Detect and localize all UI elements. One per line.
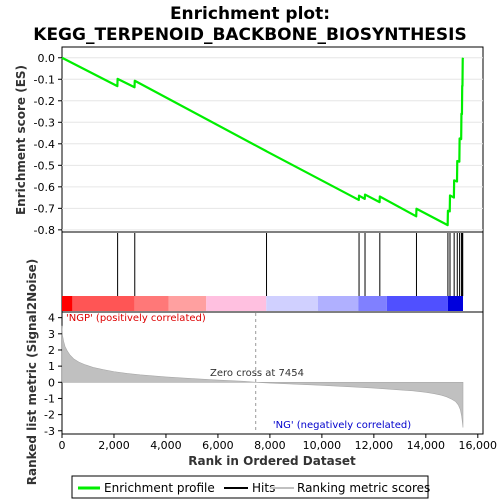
x-tick-label: 6,000 <box>202 439 234 452</box>
x-tick-label: 16,000 <box>459 439 498 452</box>
metric-y-tick-label: -2 <box>44 409 55 422</box>
enrichment-profile-series <box>61 56 465 227</box>
es-y-tick-label: -0.3 <box>34 116 55 129</box>
gradient-segment <box>447 296 463 311</box>
es-y-tick-label: 0.0 <box>38 52 56 65</box>
ranking-metric-area <box>61 325 464 428</box>
metric-y-axis-title: Ranked list metric (Signal2Noise) <box>25 259 39 486</box>
metric-y-tick-label: -1 <box>44 392 55 405</box>
es-y-tick-label: -0.7 <box>34 202 55 215</box>
metric-y-tick-label: 0 <box>48 376 55 389</box>
gradient-segment <box>134 296 169 311</box>
chart-title-line1: Enrichment plot: <box>170 4 330 24</box>
x-tick-label: 4,000 <box>150 439 182 452</box>
es-y-tick-label: -0.1 <box>34 73 55 86</box>
gradient-segment <box>266 296 318 311</box>
enrichment-profile-line <box>61 56 465 227</box>
legend-label-hits: Hits <box>252 481 275 495</box>
es-y-tick-label: -0.2 <box>34 95 55 108</box>
es-y-tick-label: -0.8 <box>34 224 55 237</box>
legend-frame <box>71 475 429 499</box>
es-y-tick-label: -0.6 <box>34 181 55 194</box>
x-axis: 0 2,000 4,000 6,000 8,000 10,000 12,000 14,000 1… <box>59 434 498 452</box>
es-y-tick-label: -0.5 <box>34 159 55 172</box>
x-axis-title: Rank in Ordered Dataset <box>188 454 356 468</box>
metric-y-axis: 4 3 2 1 0 -1 -2 -3 <box>44 312 62 438</box>
metric-y-tick-label: 4 <box>48 312 55 325</box>
gradient-segment <box>206 296 267 311</box>
legend-label-ranking-metric: Ranking metric scores <box>297 481 430 495</box>
gradient-segment <box>62 296 73 311</box>
x-tick-label: 8,000 <box>254 439 286 452</box>
gradient-segment <box>317 296 359 311</box>
metric-y-tick-label: -3 <box>44 425 55 438</box>
x-tick-label: 2,000 <box>98 439 130 452</box>
metric-y-tick-label: 1 <box>48 360 55 373</box>
es-panel-frame <box>61 46 484 233</box>
es-gridlines <box>62 57 483 231</box>
gradient-segment <box>72 296 135 311</box>
x-tick-label: 12,000 <box>355 439 394 452</box>
gradient-segment <box>168 296 207 311</box>
positive-correlation-label: 'NGP' (positively correlated) <box>66 313 206 324</box>
gradient-segment <box>386 296 448 311</box>
negative-correlation-label: 'NG' (negatively correlated) <box>273 420 411 431</box>
x-tick-label: 10,000 <box>303 439 342 452</box>
gradient-segment <box>358 296 387 311</box>
es-y-tick-label: -0.4 <box>34 138 55 151</box>
es-y-axis-title: Enrichment score (ES) <box>14 65 28 215</box>
legend-label-enrichment-profile: Enrichment profile <box>104 481 215 495</box>
correlation-gradient-bar <box>62 296 463 311</box>
zero-cross-label: Zero cross at 7454 <box>210 368 304 379</box>
chart-title-line2: KEGG_TERPENOID_BACKBONE_BIOSYNTHESIS <box>33 25 466 45</box>
ranking-metric-series <box>61 325 464 428</box>
es-y-axis: 0.0 -0.1 -0.2 -0.3 -0.4 -0.5 -0.6 -0.7 -0.8 <box>34 52 62 237</box>
legend: Enrichment profile Hits Ranking metric s… <box>71 475 430 499</box>
metric-y-tick-label: 3 <box>48 328 55 341</box>
hit-markers <box>117 233 464 296</box>
x-tick-label: 14,000 <box>407 439 446 452</box>
x-tick-label: 0 <box>59 439 66 452</box>
metric-y-tick-label: 2 <box>48 344 55 357</box>
